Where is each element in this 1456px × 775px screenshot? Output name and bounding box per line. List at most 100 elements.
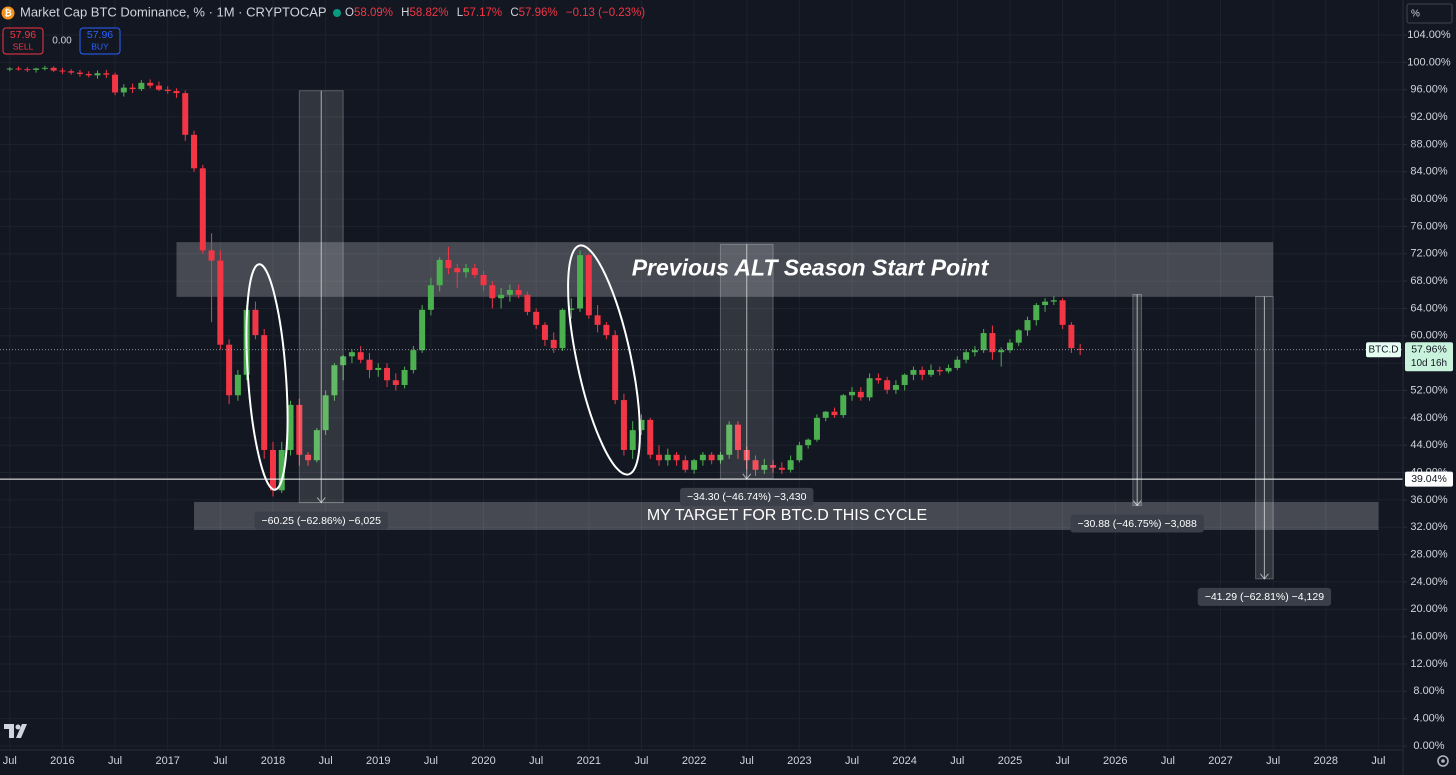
x-tick-label: Jul [529,755,543,767]
candle-body [1033,305,1040,321]
measure-arrowhead [1132,500,1142,507]
x-tick-label: Jul [1161,755,1175,767]
x-tick-label: 2019 [366,755,390,767]
logo[interactable] [4,724,27,738]
candle-body [278,449,285,491]
candle-body [901,374,908,386]
candle-body [910,369,917,375]
candle-body [559,309,566,349]
ohlc-value: 57.17% [463,7,502,19]
candle-body [50,67,57,71]
y-tick-label: 88.00% [1410,138,1448,150]
measure-label-bg [1070,514,1204,533]
candle-body [480,274,487,286]
zones [176,242,1379,530]
candle-body [410,350,417,370]
candle-body [164,89,171,92]
scale-mode-button[interactable] [1406,3,1453,24]
y-tick-label: 68.00% [1410,275,1448,287]
symbol-tag-bg [1366,342,1401,358]
candle-body [103,73,110,75]
candle-body [1024,320,1031,331]
symbol-icon-glyph: ₿ [4,8,11,18]
hline-label: 39.04% [1411,473,1447,485]
candle-body [656,454,663,461]
candle-body [603,324,610,336]
x-tick-label: Jul [1371,755,1385,767]
candles [6,65,1084,497]
candle-body [1050,300,1057,302]
y-tick-label: 24.00% [1410,576,1448,588]
highlight-ellipse [245,263,289,491]
x-tick-label: Jul [108,755,122,767]
ohlc-value: 57.96% [519,7,558,19]
measure-label: −60.25 (−62.86%) −6,025 [262,515,382,527]
candle-body [85,73,92,76]
candle-body [857,391,864,398]
candle-body [884,380,891,390]
y-tick-label: 100.00% [1407,56,1451,68]
zone [176,242,1274,297]
y-tick-label: 76.00% [1410,220,1448,232]
candle-body [305,454,312,461]
candle-body [489,285,496,299]
buy-button[interactable] [79,27,121,55]
y-tick-label: 36.00% [1410,494,1448,506]
x-tick-label: Jul [424,755,438,767]
candle-body [15,68,22,70]
ohlc-value: 58.09% [354,7,393,19]
candle-body [155,85,162,90]
sell-button[interactable] [2,27,44,55]
candle-body [585,255,592,316]
candle-body [208,250,215,261]
candle-body [436,259,443,286]
candle-body [805,439,812,446]
x-tick-label: Jul [3,755,17,767]
zone-label: Previous ALT Season Start Point [632,255,990,281]
candle-body [533,311,540,325]
sell-price[interactable]: 57.96 [10,29,36,41]
candle-body [936,369,943,372]
candle-body [620,400,627,450]
candle-body [612,335,619,401]
x-tick-label: 2016 [50,755,74,767]
candle-body [173,91,180,94]
candle-body [691,460,698,470]
x-tick-label: Jul [1266,755,1280,767]
ohlc-key: H [401,7,409,19]
candle-body [577,255,584,309]
y-tick-label: 48.00% [1410,412,1448,424]
settings-button[interactable] [1437,755,1449,767]
annotations: Previous ALT Season Start Point MY TARGET… [0,90,1403,606]
y-tick-label: 60.00% [1410,330,1448,342]
candle-body [366,359,373,370]
y-tick-label: 20.00% [1410,603,1448,615]
scale-mode[interactable]: % [1411,9,1420,20]
candle-body [419,309,426,351]
measure-arrowhead [316,497,326,504]
spread: 0.00 [52,36,72,47]
candle-body [954,359,961,368]
y-tick-label: 32.00% [1410,521,1448,533]
buy-label[interactable]: BUY [91,41,109,51]
symbol-icon [1,6,15,20]
candle-body [348,352,355,357]
y-tick-label: 12.00% [1410,658,1448,670]
candle-body [445,259,452,269]
candle-body [454,268,461,273]
x-tick-label: 2020 [471,755,495,767]
candle-body [963,352,970,360]
sell-label[interactable]: SELL [13,41,34,51]
candle-body [357,352,364,360]
candle-body [971,350,978,353]
candle-body [384,367,391,381]
ohlc-key: L [457,7,464,19]
buy-price[interactable]: 57.96 [87,29,113,41]
x-tick-label: 2018 [261,755,285,767]
candle-body [392,380,399,386]
candle-body [892,385,899,390]
candle-body [287,404,294,450]
